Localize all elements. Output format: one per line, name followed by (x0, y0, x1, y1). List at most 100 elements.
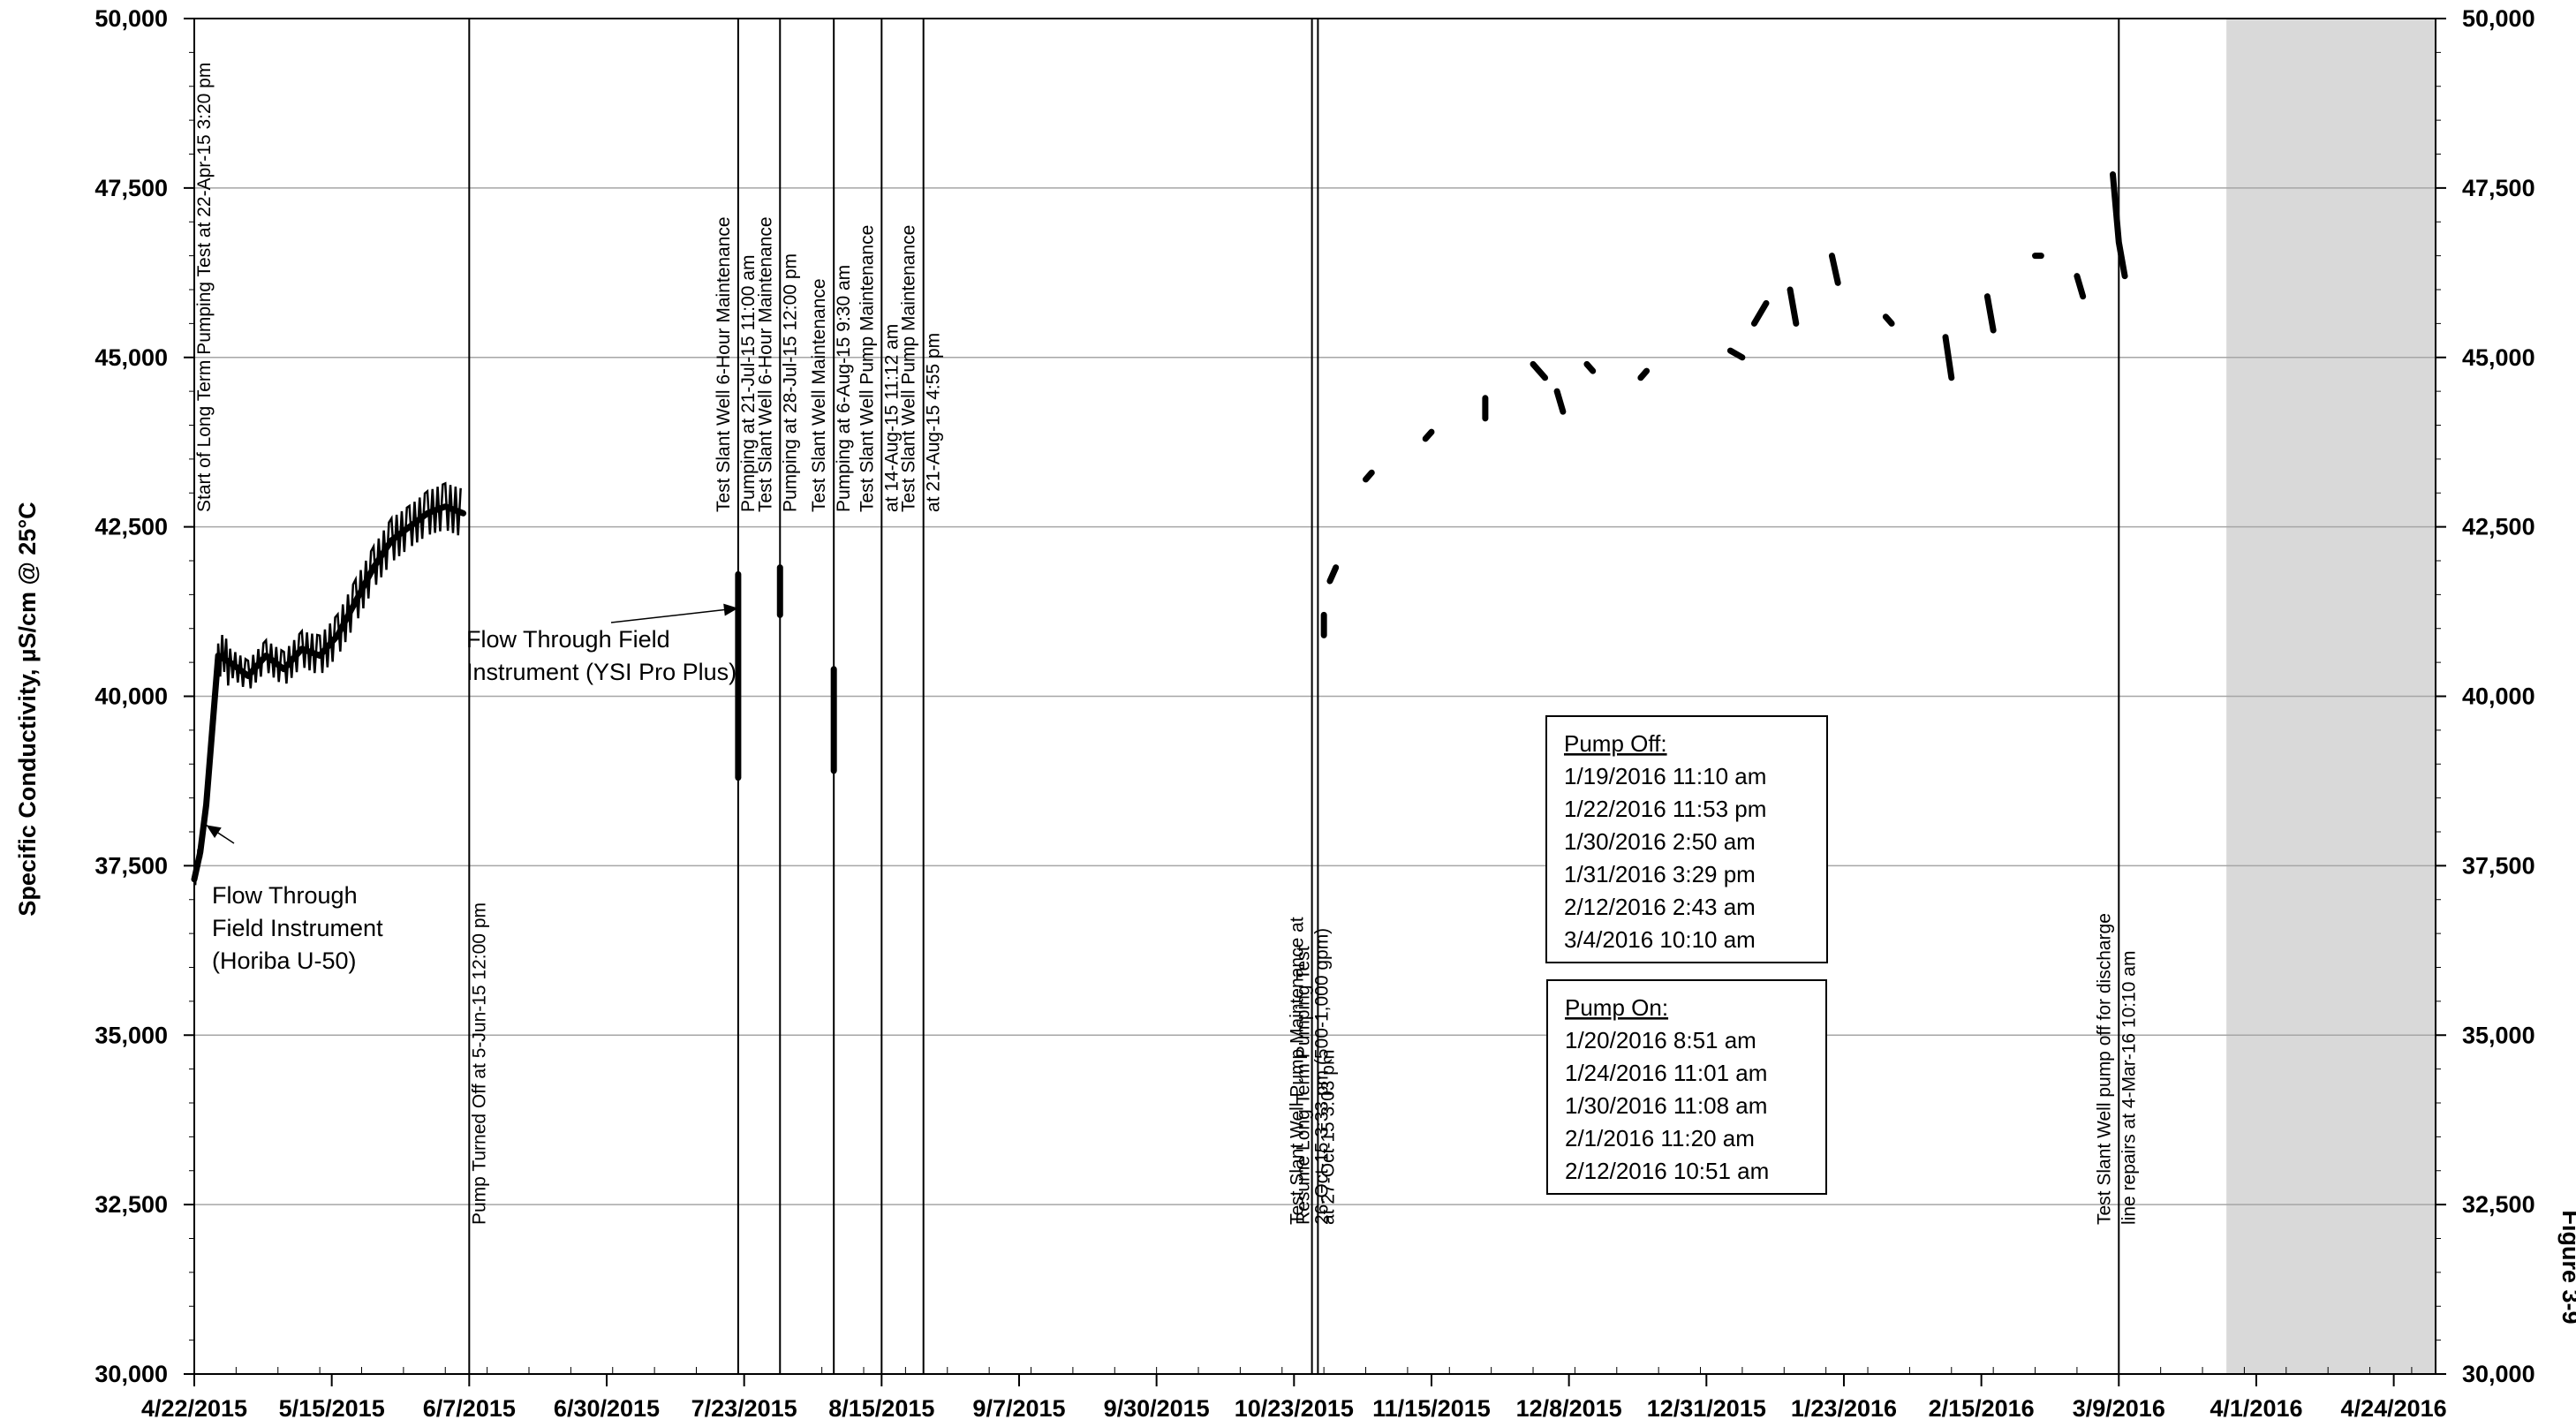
event-label: 26-Oct-15 3:33 pm (500-1,000 gpm) (1312, 928, 1333, 1225)
event-label: Pumping at 21-Jul-15 11:00 am (738, 255, 759, 512)
pump-on-box-entry: 2/1/2016 11:20 am (1565, 1125, 1755, 1151)
event-label: Start of Long Term Pumping Test at 22-Ap… (194, 63, 215, 512)
x-tick-label: 6/30/2015 (554, 1395, 660, 1422)
y-tick-label-right: 32,500 (2462, 1191, 2535, 1218)
data-line-segment (1637, 367, 1651, 381)
y-tick-label-right: 50,000 (2462, 5, 2535, 32)
x-tick-label: 3/9/2016 (2073, 1395, 2165, 1422)
annotation-arrowhead (723, 603, 738, 616)
x-tick-label: 9/7/2015 (972, 1395, 1065, 1422)
x-tick-label: 11/15/2015 (1372, 1395, 1491, 1422)
event-label: Test Slant Well Pump Maintenance (899, 225, 919, 512)
data-line-segment (1983, 293, 1997, 334)
y-tick-label-left: 50,000 (94, 5, 168, 32)
y-tick-label-right: 42,500 (2462, 514, 2535, 540)
annotation-text: (Horiba U-50) (212, 948, 357, 974)
pump-off-box-entry: 1/30/2016 2:50 am (1564, 828, 1756, 855)
annotation-text: Flow Through (212, 882, 358, 909)
pump-off-box-entry: 1/22/2016 11:53 pm (1564, 796, 1766, 822)
event-label: Pump Turned Off at 5-Jun-15 12:00 pm (469, 902, 489, 1225)
event-label: at 27-Oct-15 3:03 pm (1318, 1050, 1338, 1225)
pump-schedule-group: Pump Off: 1/19/2016 11:10 am 1/22/2016 11:… (1545, 715, 1828, 1195)
pump-on-box-entry: 2/12/2016 10:51 am (1565, 1158, 1769, 1184)
x-tick-label: 1/23/2016 (1791, 1395, 1897, 1422)
x-tick-label: 12/31/2015 (1647, 1395, 1766, 1422)
pump-off-box-entry: 1/19/2016 11:10 am (1564, 763, 1766, 789)
x-axis-ticks-group: 4/22/2015 5/15/2015 6/7/2015 6/30/2015 7/23/… (141, 1367, 2447, 1422)
event-label: at 21-Aug-15 4:55 pm (924, 333, 944, 512)
data-line-segment (1787, 286, 1800, 327)
pump-off-box-entry: 1/31/2016 3:29 pm (1564, 861, 1756, 887)
x-tick-label: 9/30/2015 (1104, 1395, 1210, 1422)
data-noise-band (193, 481, 462, 886)
data-line-segment (1882, 313, 1895, 327)
y-tick-label-right: 37,500 (2462, 852, 2535, 879)
y-axis-ticks-group: 30,000 30,000 32,500 32,500 35,000 35,000 37,5… (94, 5, 2534, 1387)
x-tick-label: 7/23/2015 (691, 1395, 797, 1422)
annotation-arrow (610, 607, 738, 623)
data-line-segment (1828, 253, 1841, 286)
data-series-group (191, 171, 2128, 886)
y-tick-label-left: 40,000 (94, 683, 168, 710)
data-line-segment (191, 503, 467, 883)
event-label: at 14-Aug-15 11:12 am (881, 324, 902, 512)
pump-off-box-entry: 2/12/2016 2:43 am (1564, 894, 1756, 920)
data-line-segment (1530, 360, 1549, 381)
x-tick-label: 4/24/2016 (2341, 1395, 2447, 1422)
event-label: Test Slant Well 6-Hour Maintenance (755, 216, 775, 512)
x-tick-label: 4/22/2015 (141, 1395, 247, 1422)
pump-on-box-frame (1546, 979, 1827, 1195)
data-line-segment (1422, 428, 1435, 442)
y-tick-label-left: 47,500 (94, 175, 168, 201)
x-tick-label: 6/7/2015 (423, 1395, 516, 1422)
y-tick-label-left: 35,000 (94, 1022, 168, 1048)
annotation-text: Flow Through Field (466, 626, 670, 653)
pump-on-box-entry: 1/20/2016 8:51 am (1565, 1027, 1756, 1053)
data-line-segment (1326, 564, 1340, 585)
data-line-segment (1726, 347, 1746, 361)
data-line-segment (1583, 360, 1597, 374)
event-label: Test Slant Well Maintenance (809, 278, 829, 512)
pump-on-box-entry: 1/30/2016 11:08 am (1565, 1092, 1767, 1119)
y-tick-label-left: 30,000 (94, 1361, 168, 1387)
data-line-segment (1750, 299, 1770, 327)
event-label: Resume Long Term Pumping Test (1293, 946, 1313, 1225)
data-line-segment (1942, 334, 1955, 381)
event-label: Test Slant Well pump off for discharge (2094, 913, 2114, 1225)
figure-label: Figure 3-9 (2557, 1210, 2576, 1324)
y-tick-label-right: 47,500 (2462, 175, 2535, 201)
event-label: Test Slant Well Pump Maintenance (857, 225, 877, 512)
x-tick-label: 5/15/2015 (279, 1395, 385, 1422)
y-tick-label-left: 42,500 (94, 514, 168, 540)
y-tick-label-left: 37,500 (94, 852, 168, 879)
annotation-arrowhead (206, 825, 222, 838)
y-tick-label-right: 40,000 (2462, 683, 2535, 710)
annotation-text: Instrument (YSI Pro Plus) (466, 659, 737, 685)
x-tick-label: 10/23/2015 (1235, 1395, 1354, 1422)
y-tick-label-right: 45,000 (2462, 344, 2535, 371)
annotations-group: Flow Through Field Instrument (YSI Pro Pl… (206, 603, 738, 974)
x-tick-label: 2/15/2016 (1929, 1395, 2035, 1422)
gridlines-group (194, 187, 2436, 1205)
pump-on-box-title: Pump On: (1565, 994, 1668, 1021)
event-label: Pumping at 28-Jul-15 12:00 pm (780, 253, 800, 512)
data-line-segment (1363, 469, 1375, 483)
data-line-segment (2074, 273, 2087, 300)
event-label: line repairs at 4-Mar-16 10:10 am (2119, 951, 2139, 1225)
y-axis-title: Specific Conductivity, µS/cm @ 25°C (14, 502, 41, 916)
pump-off-box-entry: 3/4/2016 10:10 am (1564, 926, 1756, 953)
pump-off-box-frame (1545, 715, 1828, 963)
y-tick-label-right: 35,000 (2462, 1022, 2535, 1048)
event-label: Test Slant Well Pump Maintenance at (1288, 917, 1308, 1225)
y-tick-label-left: 32,500 (94, 1191, 168, 1218)
y-tick-label-left: 45,000 (94, 344, 168, 371)
y-tick-label-right: 30,000 (2462, 1361, 2535, 1387)
x-tick-label: 12/8/2015 (1516, 1395, 1622, 1422)
annotation-text: Field Instrument (212, 915, 383, 941)
data-line-segment (1553, 388, 1567, 415)
x-tick-label: 4/1/2016 (2210, 1395, 2302, 1422)
pump-on-box-entry: 1/24/2016 11:01 am (1565, 1060, 1767, 1086)
event-label: Test Slant Well 6-Hour Maintenance (714, 216, 734, 512)
x-tick-label: 8/15/2015 (828, 1395, 934, 1422)
